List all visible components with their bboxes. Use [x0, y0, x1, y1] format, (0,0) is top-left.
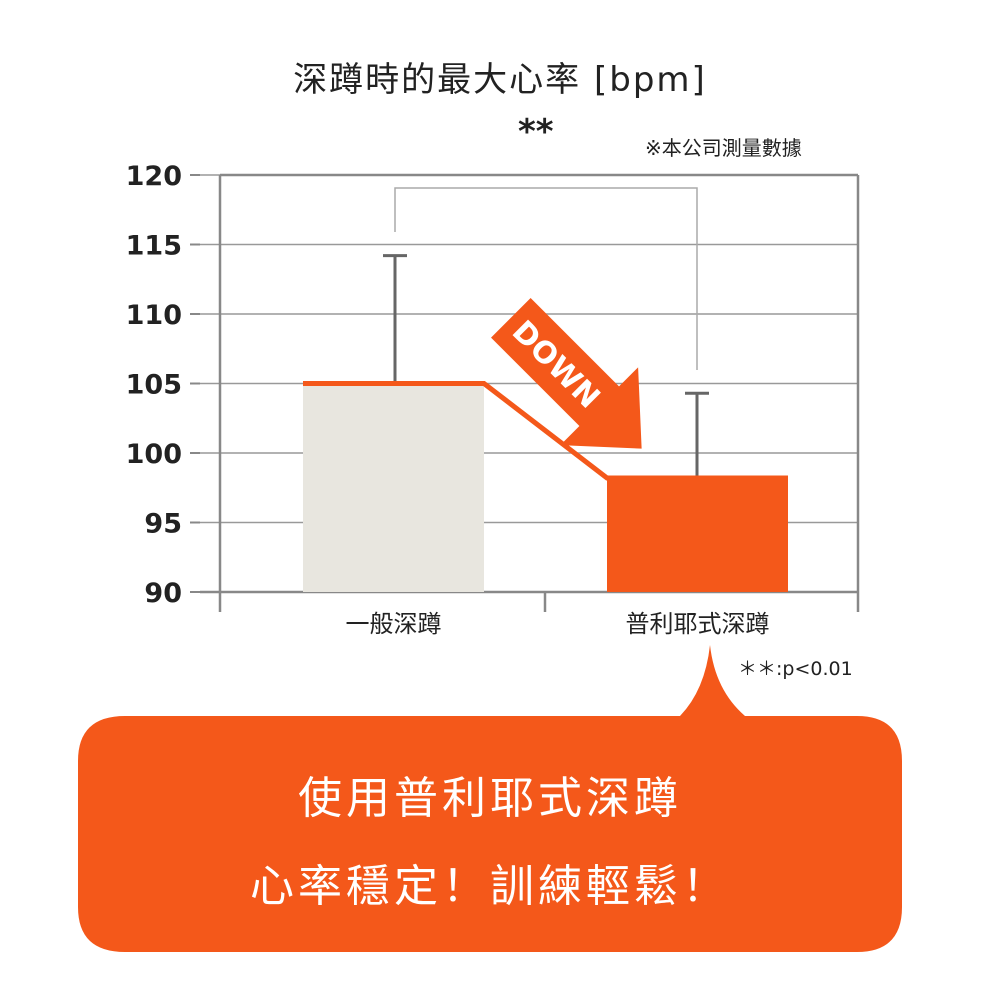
- y-tick-label: 110: [126, 300, 182, 331]
- callout-line-2: 心率穩定！訓練輕鬆！: [250, 861, 730, 912]
- x-tick-label: 普利耶式深蹲: [626, 610, 770, 638]
- y-tick-label: 95: [144, 509, 182, 540]
- down-arrow-icon: DOWN: [491, 298, 642, 449]
- y-tick-label: 120: [126, 161, 182, 192]
- y-tick-label: 115: [126, 231, 182, 262]
- significance-bracket: [394, 187, 698, 370]
- chart-title: 深蹲時的最大心率 [bpm]: [293, 60, 707, 100]
- y-tick-label: 90: [144, 578, 182, 609]
- source-note: ※本公司測量數據: [645, 136, 802, 160]
- x-tick-label: 一般深蹲: [346, 610, 442, 638]
- callout-bubble: [78, 645, 902, 952]
- p-value-note: ＊＊:p<0.01: [738, 658, 853, 680]
- trend-line: [303, 381, 788, 481]
- bar-1: [303, 383, 484, 592]
- bar-2: [607, 478, 788, 592]
- significance-mark: **: [518, 112, 554, 152]
- y-tick-label: 100: [126, 439, 182, 470]
- down-arrow-shape: [491, 298, 642, 449]
- callout-line-1: 使用普利耶式深蹲: [298, 773, 682, 824]
- y-tick-label: 105: [126, 370, 182, 401]
